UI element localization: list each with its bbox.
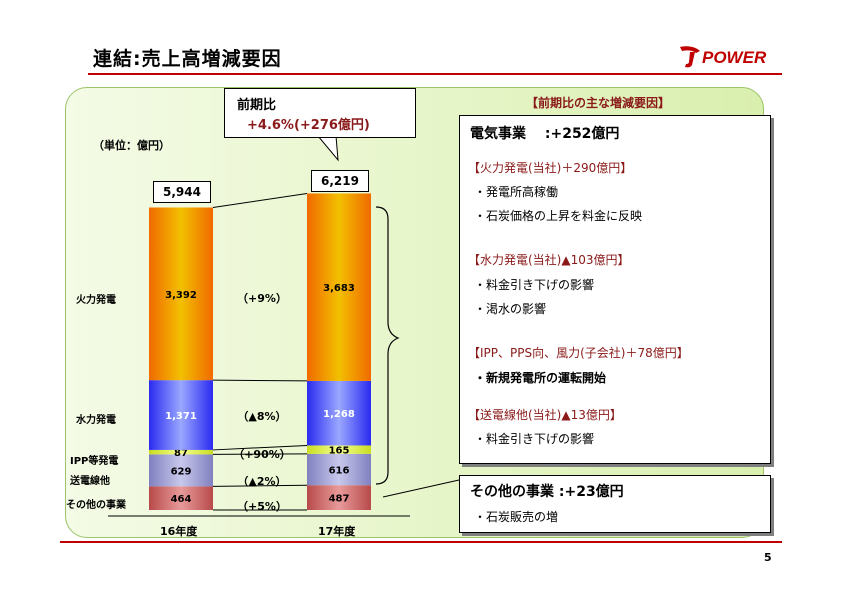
other-connector [382, 479, 460, 498]
brace [375, 206, 400, 485]
factor-item: ・料金引き下げの影響 [474, 278, 595, 292]
x-tick-fy16: 16年度 [160, 525, 198, 538]
connector-other-top [212, 484, 308, 487]
bar-thermal-fy16 [149, 207, 213, 381]
bar-thermal-fy17 [307, 193, 371, 381]
section-title-transmission: 【送電線他(当社)▲13億円】 [468, 408, 622, 422]
change-hydro: （▲8%） [237, 410, 287, 423]
connector-ipp-top [212, 444, 308, 451]
electric-factors-box: 電気事業 :+252億円 【火力発電(当社)＋290億円】 ・発電所高稼働 ・石… [459, 115, 771, 464]
callout-tail [316, 135, 339, 162]
logo-text: POWER [702, 48, 767, 67]
category-label-other: その他の事業 [66, 500, 126, 511]
data-label-ipp-fy17: 165 [329, 446, 350, 457]
title-underline [88, 73, 782, 75]
total-label-fy16: 5,944 [153, 181, 211, 203]
footer-rule [60, 541, 782, 543]
factor-item: ・渇水の影響 [474, 302, 547, 316]
factor-item: ・発電所高稼働 [474, 185, 559, 199]
category-label-transmission: 送電線他 [70, 476, 110, 487]
data-label-ipp-fy16: 87 [174, 448, 188, 459]
data-label-other-fy16: 464 [171, 494, 192, 505]
bar-hydro-fy16 [149, 380, 213, 450]
factors-header: 【前期比の主な増減要因】 [526, 96, 671, 110]
data-label-hydro-fy16: 1,371 [165, 411, 197, 422]
page-number: 5 [764, 551, 772, 564]
unit-label: （単位：億円） [93, 139, 170, 152]
data-label-transmission-fy16: 629 [171, 466, 192, 477]
other-heading: その他の事業 :+23億円 [470, 484, 624, 500]
bar-transmission-fy16 [149, 454, 213, 487]
bar-hydro-fy17 [307, 380, 371, 446]
section-title-thermal: 【火力発電(当社)＋290億円】 [468, 161, 633, 175]
category-label-hydro: 水力発電 [76, 415, 116, 426]
bar-transmission-fy17 [307, 453, 371, 486]
change-transmission: （▲2%） [237, 475, 287, 488]
total-label-fy17: 6,219 [311, 170, 369, 192]
data-label-transmission-fy17: 616 [329, 466, 350, 477]
bar-ipp-fy16 [149, 449, 213, 455]
yoy-callout: 前期比 +4.6%(+276億円) [224, 88, 416, 138]
factor-item: ・新規発電所の運転開始 [474, 371, 607, 385]
page-title: 連結:売上高増減要因 [93, 48, 282, 70]
other-factors-box: その他の事業 :+23億円 ・石炭販売の増 [459, 475, 771, 533]
data-label-thermal-fy17: 3,683 [323, 283, 355, 294]
electric-heading: 電気事業 :+252億円 [470, 126, 620, 142]
x-tick-fy17: 17年度 [318, 525, 356, 538]
change-ipp: （+90%） [233, 448, 291, 461]
category-label-ipp: IPP等発電 [70, 456, 119, 467]
data-label-hydro-fy17: 1,268 [323, 409, 355, 420]
factor-item: ・石炭販売の増 [474, 510, 559, 524]
factor-item: ・石炭価格の上昇を料金に反映 [474, 209, 643, 223]
callout-line2: +4.6%(+276億円) [247, 118, 370, 133]
category-label-thermal: 火力発電 [76, 295, 116, 306]
section-title-hydro: 【水力発電(当社)▲103億円】 [468, 253, 630, 267]
bar-ipp-fy17 [307, 445, 371, 454]
jpower-logo: POWER [680, 46, 767, 68]
data-label-thermal-fy16: 3,392 [165, 290, 197, 301]
connector-total [212, 192, 308, 208]
section-title-ipp: 【IPP、PPS向、風力(子会社)＋78億円】 [468, 346, 689, 360]
factor-item: ・料金引き下げの影響 [474, 432, 595, 446]
bar-other-fy16 [149, 486, 213, 510]
connector-hydro-top [212, 379, 308, 382]
callout-line1: 前期比 [237, 98, 277, 113]
change-other: （+5%） [237, 500, 287, 513]
bar-other-fy17 [307, 485, 371, 510]
data-label-other-fy17: 487 [329, 494, 350, 505]
change-thermal: （+9%） [237, 292, 287, 305]
connector-transmission-top [212, 453, 308, 455]
